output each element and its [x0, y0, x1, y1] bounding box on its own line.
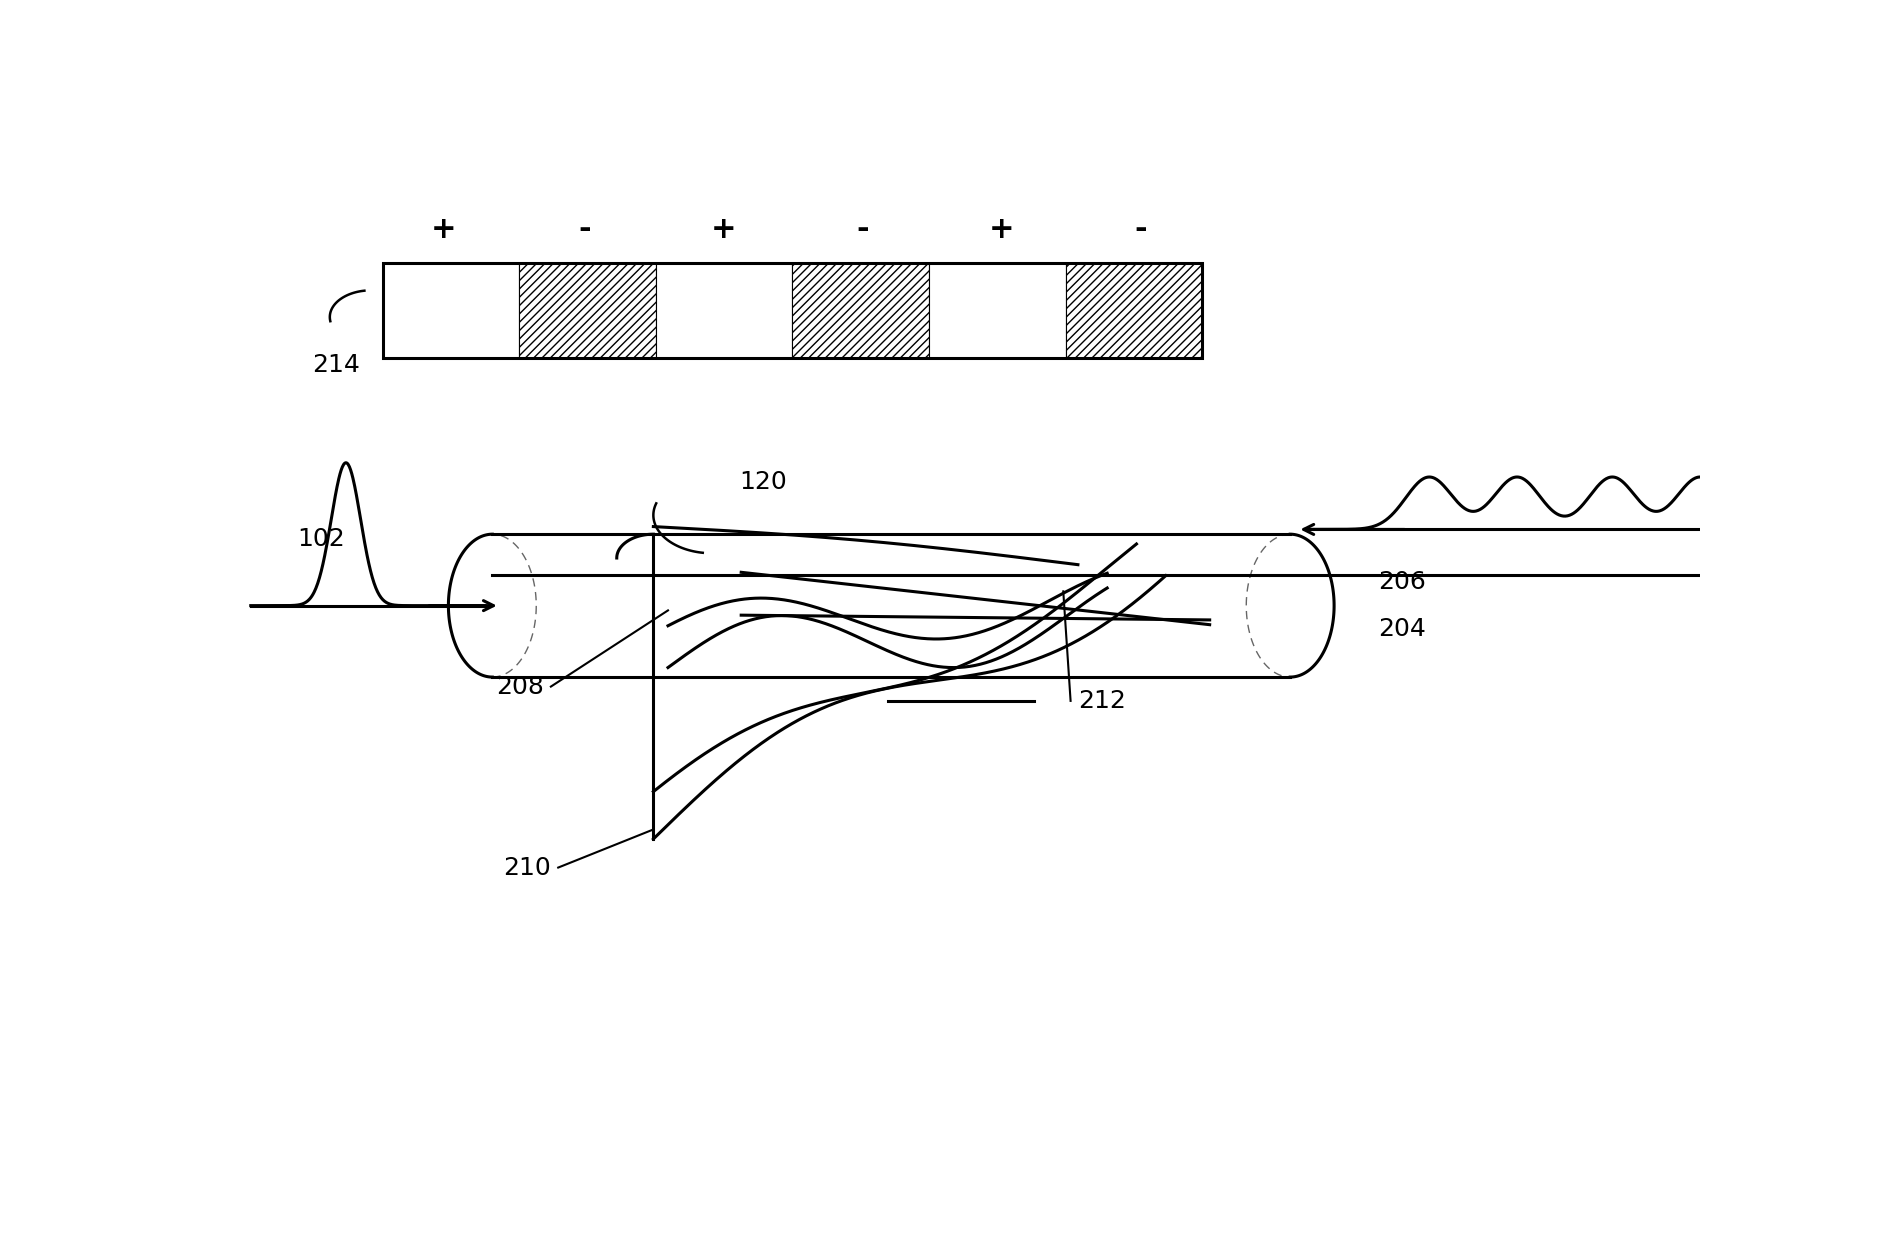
Text: 214: 214	[312, 354, 361, 377]
Text: -: -	[856, 215, 869, 244]
Text: +: +	[710, 215, 737, 244]
Text: 206: 206	[1379, 570, 1426, 594]
Text: 204: 204	[1379, 617, 1426, 642]
Bar	[1065, 262, 1203, 357]
Text: 210: 210	[502, 856, 552, 880]
Bar	[383, 262, 519, 357]
Text: 120: 120	[739, 470, 788, 494]
Bar	[793, 262, 929, 357]
Text: +: +	[431, 215, 457, 244]
Text: +: +	[990, 215, 1014, 244]
Bar	[655, 262, 793, 357]
Text: -: -	[578, 215, 591, 244]
Bar	[383, 262, 1203, 357]
Text: 212: 212	[1079, 689, 1126, 713]
Bar	[929, 262, 1065, 357]
Text: 208: 208	[495, 674, 544, 699]
Text: -: -	[1135, 215, 1147, 244]
Bar	[519, 262, 655, 357]
Text: 102: 102	[298, 527, 346, 550]
